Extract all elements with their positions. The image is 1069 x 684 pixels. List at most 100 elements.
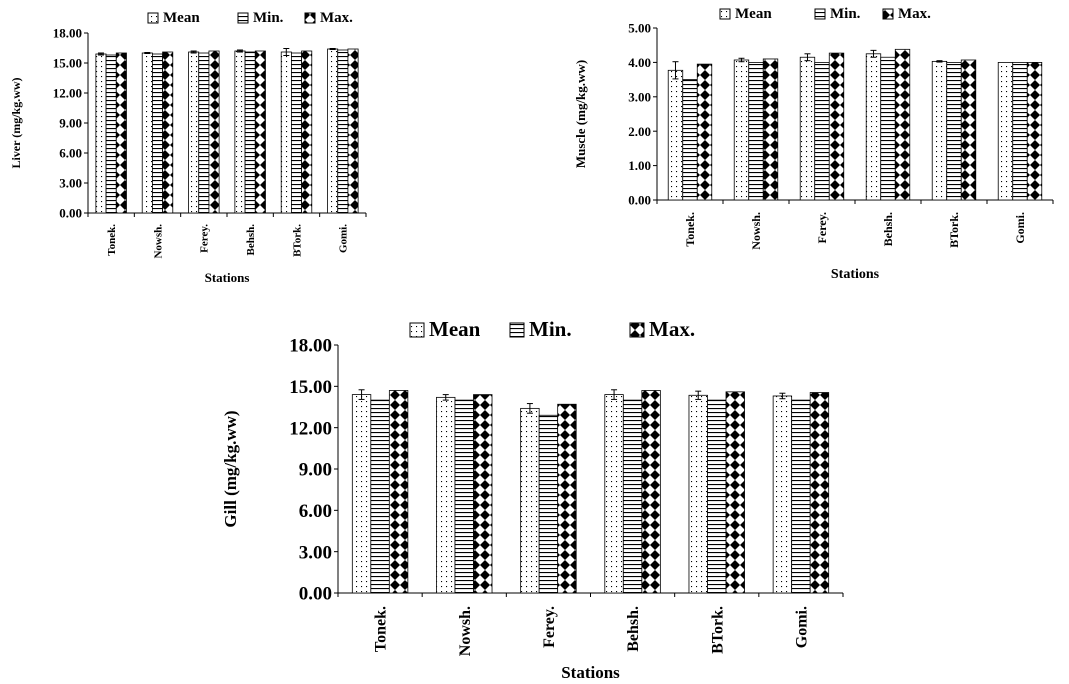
error-bar-muscle bbox=[738, 57, 745, 63]
legend-label-max: Max. bbox=[898, 6, 931, 22]
y-tick-label-gill: 9.00 bbox=[299, 460, 332, 481]
legend-swatch-mean bbox=[147, 12, 159, 24]
error-bar-liver bbox=[144, 52, 151, 54]
bar-gill-max bbox=[641, 390, 661, 594]
y-tick-label-muscle: 4.00 bbox=[628, 55, 651, 70]
chart-liver: Mean Min. Max. 0.00 3.00 6.00 9.00 12.00 15.00 18… bbox=[9, 10, 367, 285]
bar-liver-max bbox=[254, 50, 266, 214]
x-tick-label-liver: Behsh. bbox=[245, 224, 257, 256]
legend-swatch-max bbox=[882, 8, 894, 20]
y-tick-label-liver: 18.00 bbox=[53, 26, 82, 41]
x-tick-label-muscle: BTork. bbox=[947, 212, 961, 248]
error-bar-liver bbox=[190, 50, 197, 54]
bar-muscle-max bbox=[1026, 62, 1043, 201]
legend-label-min: Min. bbox=[529, 317, 572, 341]
x-tick-label-muscle: Behsh. bbox=[881, 212, 895, 246]
bar-gill-max bbox=[809, 392, 830, 594]
error-bar-muscle bbox=[936, 60, 943, 63]
bar-liver-mean bbox=[188, 51, 200, 214]
y-tick-label-muscle: 5.00 bbox=[628, 21, 651, 36]
legend-label-min: Min. bbox=[830, 6, 861, 22]
bar-muscle-max bbox=[762, 58, 779, 201]
bar-liver-max bbox=[162, 51, 174, 214]
bar-muscle-min bbox=[748, 62, 764, 201]
bar-liver-min bbox=[337, 49, 349, 214]
x-tick-label-liver: Gomi. bbox=[338, 224, 350, 253]
error-bar-liver bbox=[283, 48, 290, 56]
x-tick-label-liver: Nowsh. bbox=[152, 224, 164, 259]
legend-label-mean: Mean bbox=[429, 317, 481, 341]
bar-liver-mean bbox=[327, 48, 339, 214]
bar-gill-min bbox=[370, 399, 390, 594]
error-bar-muscle bbox=[672, 61, 679, 80]
chart-gill: Mean Min. Max. 0.00 3.00 6.00 9.00 12.00 15.00 18… bbox=[221, 317, 844, 682]
y-axis-label-gill: Gill (mg/kg.ww) bbox=[221, 410, 240, 527]
bar-gill-min bbox=[454, 399, 474, 594]
error-bar-muscle bbox=[804, 53, 811, 62]
y-tick-label-gill: 18.00 bbox=[289, 336, 332, 357]
bar-liver-min bbox=[105, 54, 117, 214]
error-bar-gill bbox=[526, 403, 533, 414]
x-tick-label-liver: BTork. bbox=[291, 224, 303, 257]
bar-gill-mean bbox=[688, 394, 708, 594]
bar-muscle-mean bbox=[997, 62, 1014, 201]
bar-liver-mean bbox=[280, 51, 292, 214]
y-tick-label-muscle: 0.00 bbox=[628, 193, 651, 208]
bar-muscle-min bbox=[814, 62, 830, 201]
bar-muscle-mean bbox=[799, 56, 816, 201]
bar-gill-max bbox=[388, 390, 409, 594]
bar-liver-mean bbox=[141, 52, 153, 214]
x-tick-label-muscle: Gomi. bbox=[1013, 212, 1027, 244]
bar-muscle-max bbox=[960, 59, 977, 201]
legend-swatch-max bbox=[629, 322, 645, 338]
bar-muscle-mean bbox=[931, 60, 948, 201]
y-tick-label-gill: 12.00 bbox=[289, 418, 332, 439]
bar-gill-min bbox=[622, 399, 643, 594]
legend-label-mean: Mean bbox=[163, 10, 200, 26]
y-tick-label-liver: 15.00 bbox=[53, 56, 82, 71]
y-axis-label-liver: Liver (mg/kg.ww) bbox=[9, 77, 23, 168]
bar-liver-max bbox=[208, 50, 220, 214]
legend-swatch-min bbox=[814, 8, 826, 20]
error-bar-gill bbox=[695, 390, 702, 400]
error-bar-gill bbox=[611, 389, 618, 400]
bar-gill-mean bbox=[436, 396, 456, 594]
x-tick-label-liver: Tonek. bbox=[106, 224, 118, 256]
error-bar-muscle bbox=[870, 49, 877, 58]
bar-gill-mean bbox=[351, 394, 372, 594]
x-tick-label-muscle: Nowsh. bbox=[749, 212, 763, 250]
error-bar-gill bbox=[779, 392, 786, 400]
x-tick-label-gill: Nowsh. bbox=[457, 606, 474, 656]
legend-muscle: Mean Min. Max. bbox=[719, 6, 931, 22]
bar-gill-max bbox=[557, 403, 577, 594]
y-tick-label-liver: 12.00 bbox=[53, 86, 82, 101]
y-tick-label-liver: 6.00 bbox=[59, 146, 82, 161]
bar-gill-min bbox=[707, 399, 727, 594]
legend-label-max: Max. bbox=[649, 317, 695, 341]
bar-gill-mean bbox=[772, 395, 793, 594]
y-tick-label-gill: 0.00 bbox=[299, 584, 332, 605]
x-axis-label-liver: Stations bbox=[205, 270, 250, 285]
bar-muscle-min bbox=[946, 62, 962, 201]
error-bar-liver bbox=[329, 48, 336, 50]
legend-swatch-min bbox=[509, 322, 525, 338]
x-tick-label-gill: BTork. bbox=[709, 606, 726, 654]
legend-swatch-mean bbox=[409, 322, 425, 338]
y-tick-label-muscle: 1.00 bbox=[628, 158, 651, 173]
error-bar-liver bbox=[236, 49, 243, 53]
error-bar-gill bbox=[358, 389, 365, 400]
bar-muscle-min bbox=[682, 79, 698, 201]
y-tick-label-gill: 3.00 bbox=[299, 542, 332, 563]
legend-label-min: Min. bbox=[253, 10, 284, 26]
x-tick-label-gill: Gomi. bbox=[794, 606, 811, 648]
bar-liver-min bbox=[152, 53, 163, 214]
bar-liver-min bbox=[198, 52, 210, 214]
bar-liver-min bbox=[291, 52, 302, 214]
y-tick-label-liver: 0.00 bbox=[59, 206, 82, 221]
bar-liver-mean bbox=[95, 53, 107, 214]
legend-swatch-max bbox=[304, 12, 316, 24]
bar-liver-max bbox=[347, 48, 359, 214]
error-bar-gill bbox=[442, 394, 449, 401]
bar-liver-min bbox=[244, 51, 256, 214]
